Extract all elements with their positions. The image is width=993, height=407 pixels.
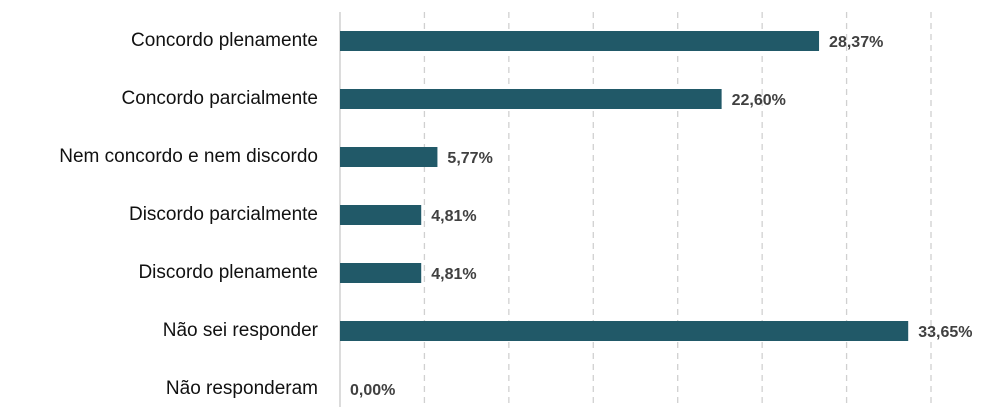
bar — [340, 205, 422, 225]
category-label: Discordo parcialmente — [129, 204, 318, 225]
value-label: 5,77% — [447, 150, 492, 167]
value-label: 33,65% — [918, 324, 972, 341]
value-label: 22,60% — [732, 92, 786, 109]
value-label: 28,37% — [829, 34, 883, 51]
bar — [340, 263, 422, 283]
bar — [340, 89, 722, 109]
value-label: 0,00% — [350, 382, 395, 399]
bar — [340, 147, 438, 167]
category-label: Concordo parcialmente — [122, 88, 318, 109]
bar — [340, 31, 820, 51]
category-label: Nem concordo e nem discordo — [59, 146, 318, 167]
value-label: 4,81% — [431, 266, 476, 283]
category-label: Não sei responder — [163, 320, 319, 341]
value-label: 4,81% — [431, 208, 476, 225]
category-label: Concordo plenamente — [131, 30, 318, 51]
bar — [340, 321, 909, 341]
category-label: Não responderam — [166, 378, 318, 399]
category-label: Discordo plenamente — [138, 262, 318, 283]
